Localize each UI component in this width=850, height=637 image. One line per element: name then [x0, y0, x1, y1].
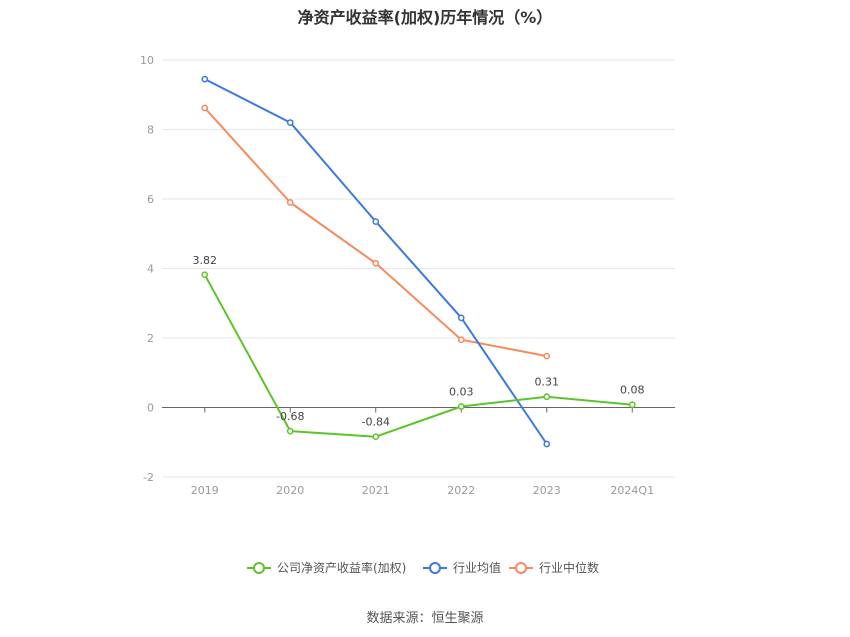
- y-tick-label: 8: [147, 124, 154, 137]
- legend[interactable]: 公司净资产收益率(加权) 行业均值 行业中位数: [247, 560, 599, 575]
- data-label: 0.08: [620, 384, 645, 397]
- data-point: [372, 259, 380, 267]
- x-tick-label: 2020: [276, 484, 304, 497]
- data-label: -0.84: [362, 416, 390, 429]
- data-point: [543, 393, 551, 401]
- x-tick-label: 2024Q1: [610, 484, 654, 497]
- legend-label: 公司净资产收益率(加权): [277, 560, 406, 575]
- data-point: [286, 199, 294, 206]
- series-line: [204, 107, 547, 358]
- data-point: [457, 336, 465, 344]
- legend-label: 行业均值: [453, 560, 501, 575]
- data-point: [201, 75, 209, 83]
- data-point: [286, 119, 294, 126]
- data-point: [201, 271, 209, 279]
- data-point: [201, 104, 209, 112]
- data-point: [543, 352, 551, 360]
- y-tick-label: -2: [143, 471, 154, 484]
- y-tick-label: 4: [147, 263, 154, 276]
- legend-item[interactable]: 行业中位数: [509, 560, 599, 575]
- data-label: 0.31: [535, 376, 560, 389]
- legend-item[interactable]: 公司净资产收益率(加权): [247, 560, 406, 575]
- data-point: [286, 427, 294, 435]
- axis-layer: -2 0 2 4 6 8 10 2019 2020 2021 2022 2023 2024Q1: [140, 54, 675, 497]
- data-point: [457, 314, 465, 322]
- data-point: [372, 433, 380, 441]
- chart-title: 净资产收益率(加权)历年情况（%）: [297, 8, 553, 27]
- legend-label: 行业中位数: [539, 560, 599, 575]
- data-source: 数据来源：恒生聚源: [366, 611, 484, 626]
- legend-marker: [429, 562, 441, 574]
- data-point: [372, 218, 380, 225]
- data-label-layer: 3.82 -0.68 -0.84 0.03 0.31 0.08: [193, 254, 645, 429]
- data-point: [543, 440, 551, 448]
- x-tick-label: 2023: [533, 484, 561, 497]
- series-line: [203, 274, 633, 438]
- data-point: [457, 403, 465, 410]
- y-tick-label: 6: [147, 193, 154, 206]
- legend-marker: [253, 562, 265, 574]
- data-label: 3.82: [193, 254, 218, 267]
- legend-marker: [515, 562, 527, 574]
- x-tick-label: 2022: [447, 484, 475, 497]
- data-point: [628, 401, 636, 409]
- data-label: -0.68: [276, 410, 304, 423]
- data-label: 0.03: [449, 385, 474, 398]
- y-tick-label: 0: [147, 402, 154, 415]
- x-tick-label: 2019: [191, 484, 219, 497]
- y-tick-label: 10: [140, 54, 154, 67]
- legend-item[interactable]: 行业均值: [423, 560, 501, 575]
- x-tick-label: 2021: [362, 484, 390, 497]
- y-tick-label: 2: [147, 332, 154, 345]
- series-layer: [201, 75, 636, 448]
